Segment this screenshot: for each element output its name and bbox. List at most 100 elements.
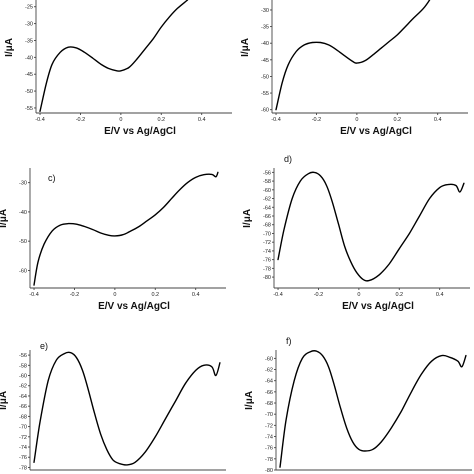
y-tick-label: -64 <box>19 394 27 400</box>
y-tick-label: -35 <box>25 38 33 44</box>
y-tick-label: -70 <box>19 425 27 431</box>
x-tick-label: 0 <box>119 117 122 123</box>
y-tick-label: -76 <box>19 455 27 461</box>
y-axis-title: I/μA <box>0 209 9 228</box>
x-tick-label: 0 <box>355 117 358 123</box>
y-tick-label: -72 <box>263 240 271 246</box>
x-axis-title: E/V vs Ag/AgCl <box>104 126 176 137</box>
x-tick-label: -0.4 <box>35 117 44 123</box>
y-tick-label: -78 <box>265 457 273 463</box>
chart-panel: -60 -62 -64 -66 -68 -70 -72 -74 -76 -78 -80 I/μA f) <box>244 336 472 474</box>
y-tick-label: -55 <box>25 106 33 112</box>
y-tick-label: -68 <box>263 223 271 229</box>
x-tick-label: -0.4 <box>29 292 38 298</box>
y-tick-label: -62 <box>19 384 27 390</box>
panel-label: e) <box>40 341 48 351</box>
y-tick-label: -66 <box>265 390 273 396</box>
y-tick-label: -60 <box>263 188 271 194</box>
y-tick-label: -78 <box>263 266 271 272</box>
y-tick-label: -72 <box>19 435 27 441</box>
chart-panel: -56 -58 -60 -62 -64 -66 -68 -70 -72 -74 -76 -78 I/μA… <box>0 341 226 471</box>
y-tick-label: -74 <box>263 249 271 255</box>
y-tick-label: -80 <box>265 468 273 474</box>
y-tick-label: -62 <box>265 368 273 374</box>
y-tick-label: -30 <box>25 22 33 28</box>
y-tick-label: -60 <box>265 356 273 362</box>
series-line <box>33 351 221 466</box>
y-tick-label: -40 <box>261 41 269 47</box>
x-tick-label: -0.2 <box>312 117 321 123</box>
y-tick-label: -64 <box>263 205 271 211</box>
y-tick-label: -72 <box>265 423 273 429</box>
x-tick-label: 0.2 <box>151 292 159 298</box>
y-tick-label: -45 <box>25 72 33 78</box>
y-tick-label: -68 <box>19 414 27 420</box>
series-line <box>33 171 219 286</box>
x-axis-title: E/V vs Ag/AgCl <box>340 126 412 137</box>
x-tick-label: -0.2 <box>76 117 85 123</box>
y-axis-title: I/μA <box>4 38 15 57</box>
y-tick-label: -76 <box>263 258 271 264</box>
x-tick-label: 0 <box>357 292 360 298</box>
x-axis-title: E/V vs Ag/AgCl <box>98 301 170 312</box>
y-tick-label: -62 <box>263 197 271 203</box>
y-tick-label: -68 <box>265 401 273 407</box>
x-tick-label: 0 <box>113 292 116 298</box>
y-tick-label: -74 <box>265 435 273 441</box>
y-tick-label: -80 <box>263 275 271 281</box>
x-tick-label: -0.2 <box>314 292 323 298</box>
y-tick-label: -50 <box>19 239 27 245</box>
x-tick-label: -0.2 <box>70 292 79 298</box>
y-tick-label: -50 <box>261 74 269 80</box>
y-tick-label: -56 <box>19 353 27 359</box>
x-tick-label: 0.4 <box>434 117 442 123</box>
panel-label: f) <box>286 336 292 346</box>
y-tick-label: -78 <box>19 465 27 471</box>
y-tick-label: -74 <box>19 445 27 451</box>
chart-panel: -30 -40 -50 -60 -0.4 -0.2 0 0.2 0.4 I/μA E/V vs Ag… <box>0 168 226 312</box>
chart-panel: -56 -58 -60 -62 -64 -66 -68 -70 -72 -74 -76 -78 -80 -… <box>242 154 470 312</box>
y-tick-label: -60 <box>19 374 27 380</box>
series-line <box>275 0 431 111</box>
x-axis-title: E/V vs Ag/AgCl <box>342 301 414 312</box>
x-tick-label: 0.2 <box>157 117 165 123</box>
y-tick-label: -55 <box>261 91 269 97</box>
y-axis-title: I/μA <box>240 38 251 57</box>
y-axis-title: I/μA <box>244 391 255 410</box>
y-tick-label: -50 <box>25 89 33 95</box>
panel-label: d) <box>284 154 292 164</box>
x-tick-label: 0.2 <box>393 117 401 123</box>
x-tick-label: 0.2 <box>395 292 403 298</box>
y-tick-label: -66 <box>19 404 27 410</box>
x-tick-label: -0.4 <box>271 117 280 123</box>
y-tick-label: -66 <box>263 214 271 220</box>
y-tick-label: -35 <box>261 25 269 31</box>
y-tick-label: -60 <box>261 108 269 114</box>
y-tick-label: -76 <box>265 446 273 452</box>
y-tick-label: -70 <box>263 231 271 237</box>
y-tick-label: -58 <box>19 363 27 369</box>
x-tick-label: 0.4 <box>192 292 200 298</box>
series-line <box>277 171 465 282</box>
y-tick-label: -25 <box>25 5 33 11</box>
y-tick-label: -30 <box>19 181 27 187</box>
series-line <box>279 350 467 468</box>
x-tick-label: -0.4 <box>273 292 282 298</box>
x-tick-label: 0.4 <box>198 117 206 123</box>
y-tick-label: -40 <box>25 55 33 61</box>
y-tick-label: -45 <box>261 58 269 64</box>
chart-panel: -30 -35 -40 -45 -50 -55 -60-0.4 -0.2 0 0.2 0.4 I/μA… <box>240 0 468 137</box>
y-axis-title: I/μA <box>0 391 9 410</box>
y-tick-label: -40 <box>19 210 27 216</box>
y-axis-title: I/μA <box>242 209 253 228</box>
y-tick-label: -70 <box>265 412 273 418</box>
chart-panel: -25 -30 -35 -40 -45 -50 -55-0.4 -0.2 0 0.2 0.4 I/μA… <box>4 0 232 137</box>
panel-label: c) <box>48 173 56 183</box>
y-tick-label: -58 <box>263 179 271 185</box>
y-tick-label: -60 <box>19 268 27 274</box>
y-tick-label: -30 <box>261 8 269 14</box>
y-tick-label: -64 <box>265 379 273 385</box>
y-tick-label: -56 <box>263 170 271 176</box>
series-line <box>39 0 189 112</box>
